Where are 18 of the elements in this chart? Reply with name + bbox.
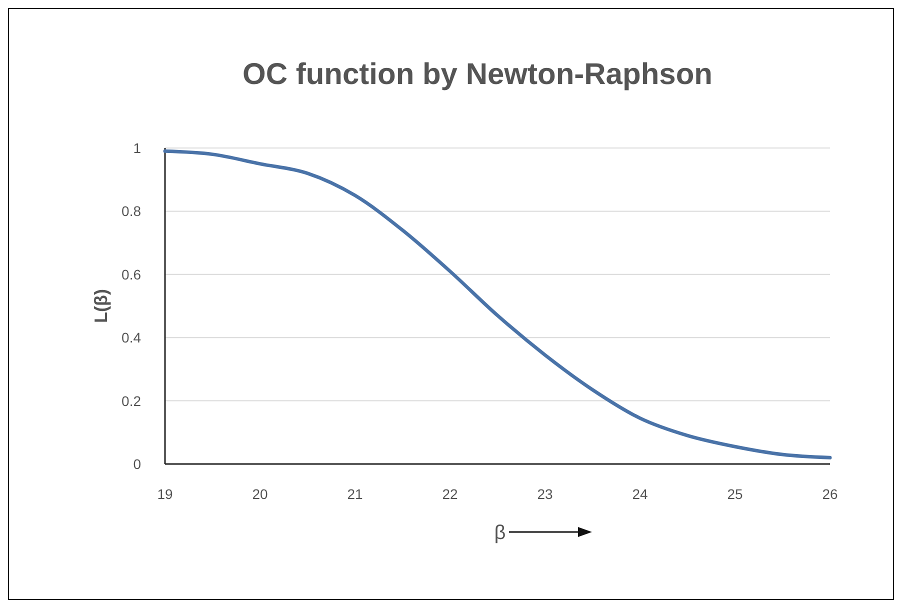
y-tick-label: 0.2	[122, 392, 142, 409]
y-tick-label: 1	[133, 140, 142, 156]
x-axis-title: β	[494, 522, 506, 544]
x-tick-label: 23	[537, 486, 553, 502]
y-tick-label: 0.8	[122, 203, 142, 220]
x-tick-label: 25	[727, 486, 743, 502]
line-series	[163, 149, 832, 460]
y-tick-label: 0.4	[122, 330, 142, 346]
x-tick-label: 26	[822, 486, 838, 502]
y-tick-label: 0	[133, 456, 142, 472]
x-tick-label: 20	[252, 486, 268, 502]
y-tick-label: 0.6	[122, 266, 142, 282]
y-axis-title: L(β)	[91, 289, 111, 323]
chart-title: OC function by Newton-Raphson	[242, 58, 712, 91]
x-tick-label: 21	[347, 486, 363, 502]
x-tick-label: 19	[157, 486, 173, 502]
x-tick-label: 22	[442, 486, 458, 502]
x-tick-label: 24	[632, 486, 648, 502]
